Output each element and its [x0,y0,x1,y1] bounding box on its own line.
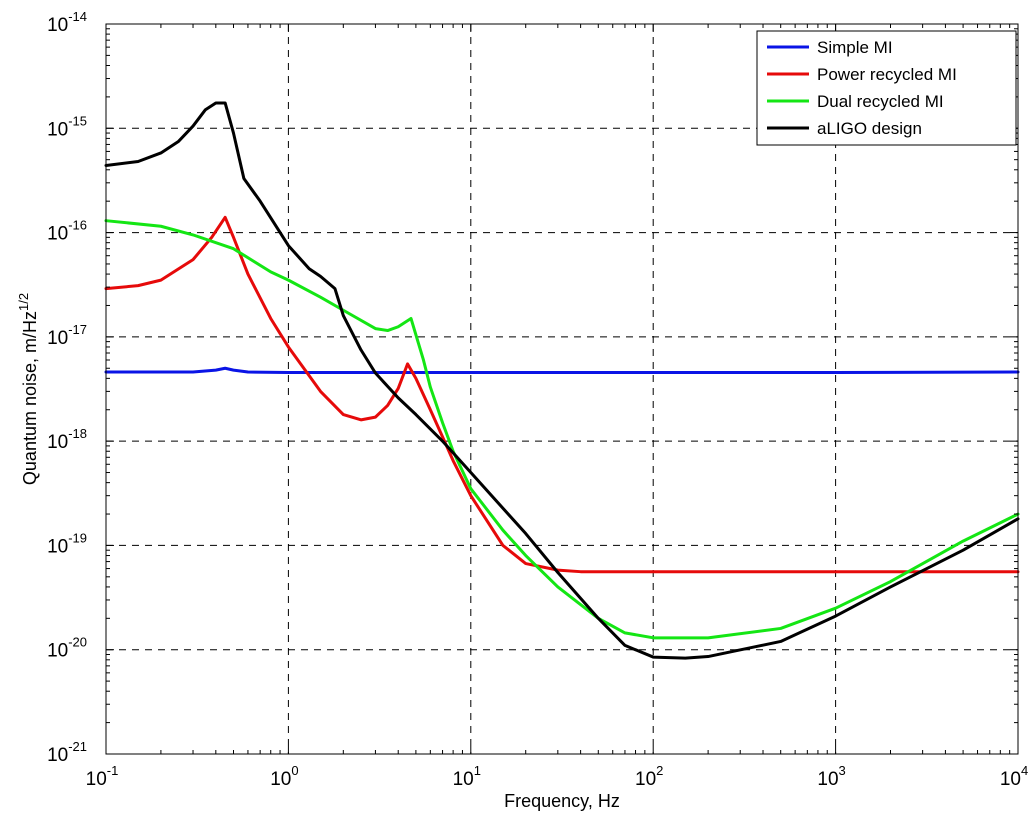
y-tick-label: 10-16 [47,218,87,245]
x-tick-label: 102 [635,763,663,790]
x-tick-label: 103 [817,763,845,790]
series-line-3 [104,219,1020,640]
legend-box [756,30,1017,146]
x-axis-label: Frequency, Hz [504,791,620,811]
x-tick-label: 10-1 [86,763,119,790]
legend-label-3: Dual recycled MI [817,92,944,111]
y-tick-label: 10-17 [47,322,87,349]
series-line-4 [104,101,1020,660]
x-tick-label: 100 [270,763,298,790]
x-tick-label: 104 [1000,763,1028,790]
y-tick-label: 10-21 [47,739,87,766]
x-tick-label: 101 [453,763,481,790]
series-line-2 [104,215,1020,574]
y-tick-label: 10-20 [47,635,87,662]
y-tick-label: 10-19 [47,530,87,557]
legend-label-4: aLIGO design [817,119,922,138]
y-tick-label: 10-15 [47,113,87,140]
y-axis-label: Quantum noise, m/Hz1/2 [16,293,40,485]
legend-label-1: Simple MI [817,38,893,57]
legend-label-2: Power recycled MI [817,65,957,84]
y-tick-label: 10-18 [47,426,87,453]
y-tick-label: 10-14 [47,9,87,36]
plot-frame [105,23,1019,755]
series-line-1 [104,366,1020,375]
